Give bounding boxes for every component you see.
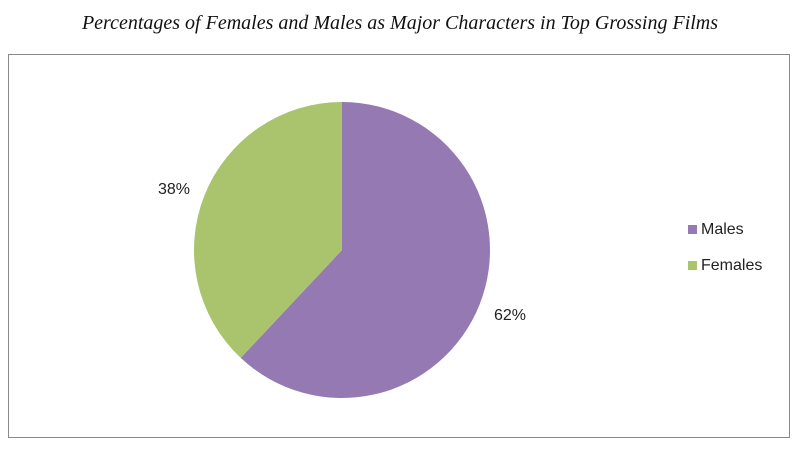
data-label-males: 62%: [494, 307, 526, 324]
data-labels: 62% 38%: [158, 181, 526, 324]
legend-swatch-females: [688, 261, 697, 270]
pie-slices: [194, 102, 490, 398]
pie-slice-females: [194, 102, 342, 358]
legend-label-females: Females: [701, 257, 762, 274]
legend-label-males: Males: [701, 221, 744, 238]
chart-title: Percentages of Females and Males as Majo…: [81, 12, 719, 34]
data-label-females: 38%: [158, 181, 190, 198]
pie-slice-males: [240, 102, 490, 398]
legend: Males Females: [688, 221, 762, 274]
legend-swatch-males: [688, 225, 697, 234]
